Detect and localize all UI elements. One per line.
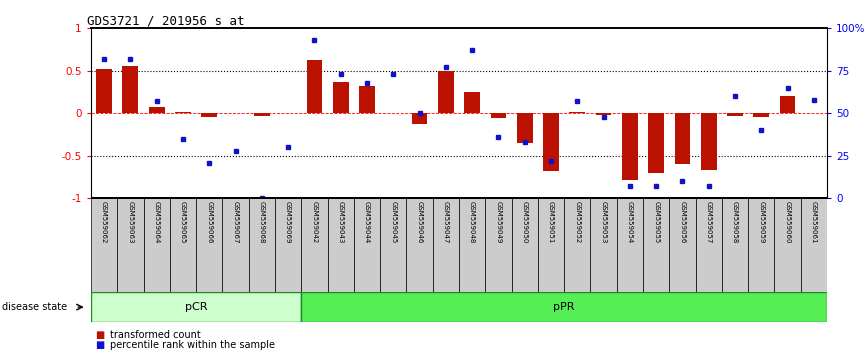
- Bar: [170, 198, 196, 292]
- Bar: [406, 198, 433, 292]
- Bar: [380, 198, 406, 292]
- Text: GSM559057: GSM559057: [706, 201, 712, 244]
- Text: GSM559059: GSM559059: [759, 201, 765, 244]
- Text: GSM559050: GSM559050: [521, 201, 527, 244]
- Bar: [570, 112, 585, 113]
- Bar: [564, 198, 591, 292]
- Bar: [774, 198, 801, 292]
- Bar: [695, 198, 722, 292]
- Text: GSM559063: GSM559063: [127, 201, 133, 244]
- Bar: [596, 113, 611, 115]
- Text: GSM559046: GSM559046: [417, 201, 423, 244]
- Bar: [144, 198, 170, 292]
- Bar: [301, 292, 827, 322]
- Text: GSM559056: GSM559056: [680, 201, 685, 244]
- Bar: [307, 60, 322, 113]
- Bar: [748, 198, 774, 292]
- Bar: [490, 113, 507, 118]
- Text: GSM559049: GSM559049: [495, 201, 501, 244]
- Bar: [411, 113, 428, 124]
- Text: GSM559067: GSM559067: [233, 201, 238, 244]
- Bar: [122, 66, 139, 113]
- Text: GSM559055: GSM559055: [653, 201, 659, 243]
- Text: transformed count: transformed count: [110, 330, 201, 339]
- Text: GSM559052: GSM559052: [574, 201, 580, 243]
- Bar: [249, 198, 275, 292]
- Bar: [223, 198, 249, 292]
- Bar: [779, 96, 796, 113]
- Text: GSM559062: GSM559062: [101, 201, 107, 244]
- Bar: [354, 198, 380, 292]
- Text: ■: ■: [95, 340, 105, 350]
- Text: GSM559044: GSM559044: [364, 201, 370, 243]
- Bar: [201, 113, 217, 117]
- Text: GSM559043: GSM559043: [338, 201, 344, 244]
- Text: GSM559054: GSM559054: [627, 201, 633, 243]
- Text: GSM559069: GSM559069: [285, 201, 291, 244]
- Bar: [675, 113, 690, 164]
- Bar: [512, 198, 538, 292]
- Text: ■: ■: [95, 330, 105, 339]
- Bar: [464, 92, 480, 113]
- Bar: [753, 113, 769, 117]
- Bar: [538, 198, 564, 292]
- Bar: [96, 69, 112, 113]
- Bar: [643, 198, 669, 292]
- Text: GSM559045: GSM559045: [391, 201, 397, 243]
- Text: GSM559065: GSM559065: [180, 201, 186, 244]
- Bar: [117, 198, 144, 292]
- Bar: [801, 198, 827, 292]
- Bar: [617, 198, 643, 292]
- Bar: [722, 198, 748, 292]
- Bar: [333, 82, 348, 113]
- Bar: [591, 198, 617, 292]
- Text: pPR: pPR: [553, 302, 575, 312]
- Text: GSM559058: GSM559058: [732, 201, 738, 244]
- Bar: [254, 113, 269, 116]
- Bar: [438, 71, 454, 113]
- Bar: [359, 86, 375, 113]
- Text: GSM559051: GSM559051: [548, 201, 554, 244]
- Bar: [669, 198, 695, 292]
- Bar: [622, 113, 637, 179]
- Bar: [649, 113, 664, 173]
- Text: GSM559042: GSM559042: [312, 201, 317, 243]
- Text: GSM559047: GSM559047: [443, 201, 449, 244]
- Text: disease state: disease state: [2, 302, 67, 312]
- Bar: [485, 198, 512, 292]
- Bar: [91, 292, 301, 322]
- Bar: [149, 107, 165, 113]
- Text: GSM559060: GSM559060: [785, 201, 791, 244]
- Bar: [701, 113, 717, 170]
- Bar: [91, 198, 117, 292]
- Bar: [517, 113, 533, 143]
- Text: GSM559064: GSM559064: [153, 201, 159, 244]
- Text: GSM559066: GSM559066: [206, 201, 212, 244]
- Bar: [543, 113, 559, 171]
- Text: GSM559068: GSM559068: [259, 201, 265, 244]
- Text: GSM559053: GSM559053: [601, 201, 606, 244]
- Text: pCR: pCR: [184, 302, 207, 312]
- Text: GSM559048: GSM559048: [469, 201, 475, 244]
- Bar: [433, 198, 459, 292]
- Text: percentile rank within the sample: percentile rank within the sample: [110, 340, 275, 350]
- Bar: [727, 113, 743, 116]
- Bar: [196, 198, 223, 292]
- Text: GSM559061: GSM559061: [811, 201, 817, 244]
- Bar: [459, 198, 485, 292]
- Bar: [327, 198, 354, 292]
- Bar: [301, 198, 327, 292]
- Bar: [275, 198, 301, 292]
- Text: GDS3721 / 201956_s_at: GDS3721 / 201956_s_at: [87, 14, 244, 27]
